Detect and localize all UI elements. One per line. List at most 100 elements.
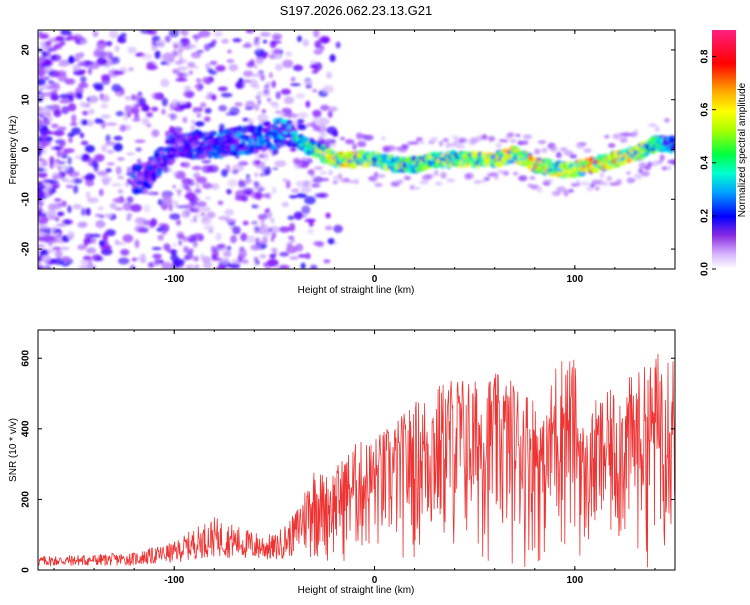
halo-blob: [595, 186, 600, 191]
noise-blob: [53, 232, 59, 238]
noise-blob: [317, 123, 323, 128]
noise-blob: [178, 73, 185, 78]
halo-blob: [332, 180, 338, 185]
noise-blob: [191, 165, 202, 171]
noise-blob: [48, 242, 53, 247]
noise-blob: [100, 114, 111, 119]
noise-blob: [154, 50, 161, 60]
noise-blob: [300, 262, 306, 269]
noise-blob: [175, 77, 188, 82]
noise-blob: [124, 96, 131, 101]
noise-blob: [150, 218, 158, 227]
noise-blob: [204, 107, 212, 114]
noise-blob: [161, 97, 168, 107]
noise-blob: [84, 145, 95, 153]
noise-blob: [150, 106, 159, 112]
noise-blob: [124, 104, 131, 114]
noise-blob: [59, 246, 70, 251]
halo-blob: [626, 171, 631, 175]
halo-blob: [607, 143, 616, 148]
noise-blob: [201, 164, 213, 174]
noise-blob: [309, 264, 318, 269]
noise-blob: [256, 47, 260, 52]
noise-blob: [72, 66, 81, 71]
noise-blob: [151, 35, 161, 42]
halo-blob: [661, 166, 668, 171]
noise-blob: [263, 166, 272, 174]
spectrogram-ytick-label: -10: [21, 192, 32, 207]
noise-blob: [244, 42, 251, 48]
halo-blob: [434, 181, 443, 186]
noise-blob: [266, 97, 272, 103]
noise-blob: [272, 186, 277, 195]
noise-blob: [178, 45, 185, 53]
halo-blob: [329, 142, 337, 148]
noise-blob: [196, 176, 207, 184]
colorbar-tick-label: 0.8: [700, 49, 711, 63]
colorbar-tick-label: 0.4: [700, 155, 711, 169]
noise-blob: [52, 257, 64, 265]
halo-blob: [567, 189, 574, 193]
noise-blob: [95, 220, 106, 229]
noise-blob: [38, 202, 44, 207]
halo-blob: [424, 173, 434, 179]
noise-blob: [242, 259, 249, 264]
noise-blob: [270, 236, 275, 242]
noise-blob: [200, 253, 205, 260]
halo-blob: [506, 132, 515, 138]
noise-blob: [175, 102, 181, 106]
noise-blob: [95, 213, 102, 218]
noise-blob: [282, 178, 288, 182]
snr-xtick-label: 0: [372, 575, 378, 586]
noise-blob: [69, 122, 78, 127]
halo-blob: [575, 179, 581, 186]
noise-blob: [200, 102, 207, 108]
noise-blob: [278, 226, 291, 233]
noise-blob: [205, 62, 211, 70]
noise-blob: [242, 187, 254, 194]
noise-blob: [217, 200, 224, 206]
halo-blob: [619, 137, 628, 143]
noise-blob: [160, 78, 170, 88]
halo-blob: [563, 189, 569, 197]
halo-blob: [419, 140, 425, 145]
noise-blob: [100, 103, 109, 109]
noise-blob: [38, 206, 43, 215]
noise-blob: [174, 60, 183, 65]
noise-blob: [210, 183, 220, 190]
halo-blob: [328, 170, 333, 176]
noise-blob: [141, 53, 153, 60]
noise-blob: [218, 123, 225, 131]
halo-blob: [446, 178, 456, 183]
halo-blob: [319, 171, 328, 175]
noise-blob: [79, 132, 85, 139]
halo-blob: [337, 173, 343, 179]
noise-blob: [311, 183, 321, 188]
noise-blob: [195, 78, 202, 83]
noise-blob: [295, 180, 306, 188]
noise-blob: [227, 179, 238, 188]
noise-blob: [253, 261, 258, 268]
noise-blob: [244, 106, 253, 111]
noise-blob: [177, 189, 181, 196]
noise-blob: [78, 265, 91, 269]
noise-blob: [127, 46, 137, 54]
noise-blob: [211, 94, 217, 101]
noise-blob: [120, 248, 130, 256]
halo-blob: [667, 165, 672, 171]
snr-frame: [37, 329, 676, 571]
noise-blob: [67, 205, 72, 213]
halo-blob: [559, 147, 568, 152]
noise-blob: [134, 139, 146, 143]
noise-blob: [257, 99, 261, 106]
noise-blob: [211, 250, 219, 258]
halo-blob: [355, 132, 363, 140]
noise-blob: [262, 39, 268, 44]
halo-blob: [465, 172, 474, 180]
snr-xtick-label: 100: [566, 575, 583, 586]
halo-blob: [403, 175, 411, 181]
halo-blob: [606, 175, 613, 182]
noise-blob: [194, 35, 199, 43]
noise-blob: [325, 212, 331, 219]
